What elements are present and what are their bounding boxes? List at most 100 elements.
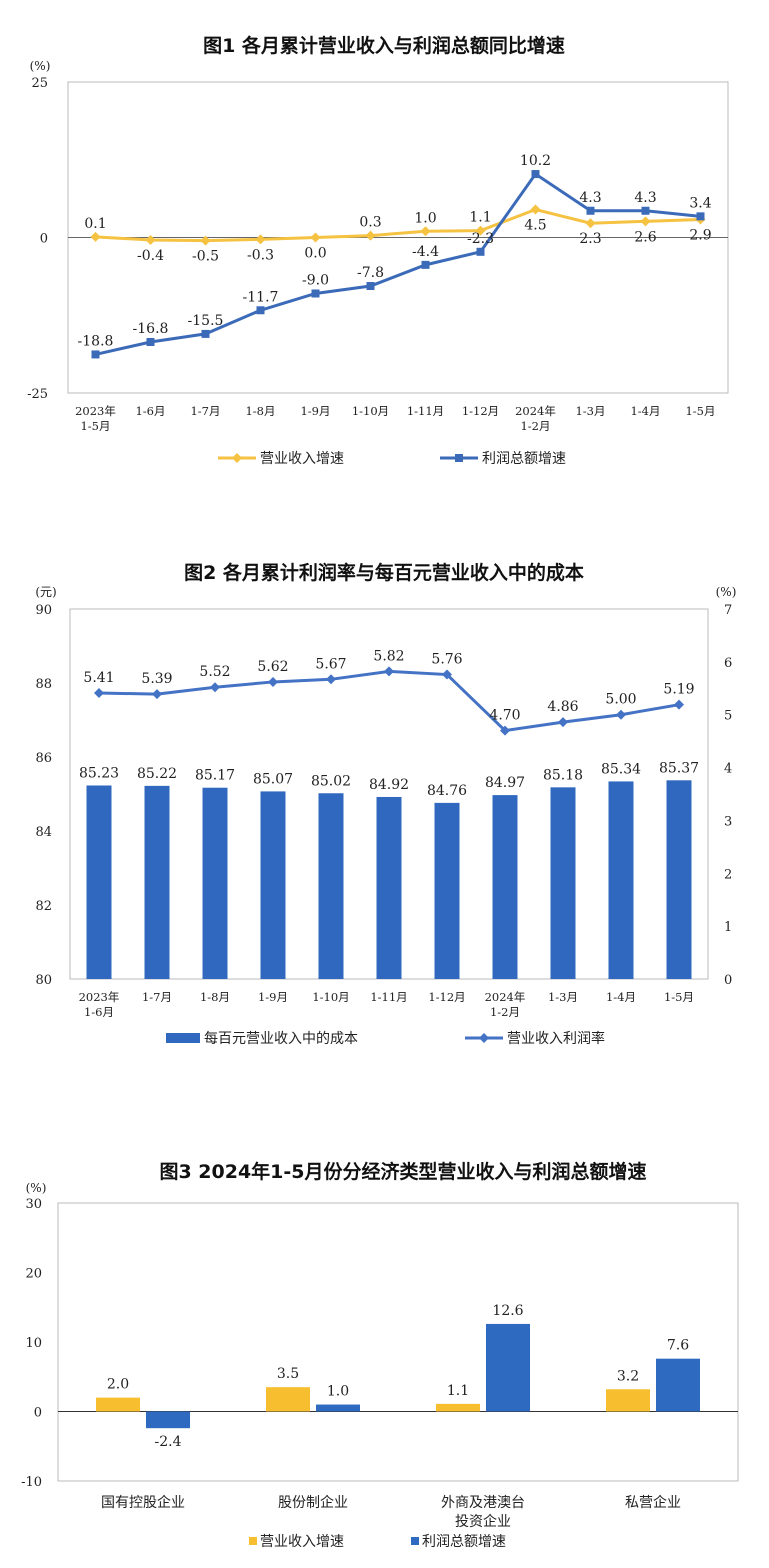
chart2-x-tick: 1-12月: [428, 990, 465, 1004]
chart2-cost-bar: [86, 785, 112, 979]
chart2-title: 图2 各月累计利润率与每百元营业收入中的成本: [184, 561, 584, 584]
chart1-x-tick: 1-11月: [407, 404, 444, 418]
chart3-legend-profit-swatch: [411, 1537, 419, 1545]
chart1-data-label: 1.0: [414, 210, 436, 226]
chart2-cost-label: 84.76: [427, 783, 467, 799]
chart1-revenue-point: [475, 225, 486, 236]
chart2-left-y-tick: 90: [35, 603, 52, 618]
chart3-x-tick: 国有控股企业: [101, 1494, 185, 1511]
chart2-right-y-tick: 0: [724, 973, 732, 988]
chart2-cost-label: 85.17: [195, 768, 235, 784]
chart2-legend: 每百元营业收入中的成本 营业收入利润率: [166, 1030, 605, 1047]
chart1-x-tick: 2023年: [75, 404, 116, 418]
chart3-y-tick: 30: [25, 1197, 42, 1212]
chart2-rate-point: [558, 717, 568, 728]
chart1-data-label: 2.6: [634, 229, 656, 245]
chart1-data-label: -18.8: [78, 333, 114, 349]
chart2-right-y-tick: 6: [724, 656, 732, 671]
chart2-left-y-tick: 84: [35, 825, 52, 840]
chart2-cost-label: 85.37: [659, 760, 699, 776]
chart2-cost-bar: [550, 787, 576, 979]
chart3-data-label: 3.5: [277, 1366, 299, 1382]
chart3-y-tick: 20: [25, 1267, 42, 1282]
chart2-cost-label: 84.92: [369, 777, 409, 793]
chart2-rate-point: [268, 676, 278, 687]
chart3-data-label: 1.0: [327, 1384, 349, 1400]
chart1-legend-profit-marker: [455, 454, 463, 462]
chart2-rate-label: 5.82: [373, 648, 404, 664]
chart1-profit-point: [531, 170, 540, 179]
chart2-cost-bar: [608, 781, 634, 979]
chart1-revenue-point: [530, 204, 541, 215]
chart2-cost-label: 85.02: [311, 773, 351, 789]
chart2-legend-rate-label: 营业收入利润率: [507, 1030, 605, 1047]
chart2-cost-bar: [434, 802, 460, 979]
chart2-x-tick: 1-3月: [548, 990, 578, 1004]
chart1-profit-point: [696, 212, 705, 221]
chart2-cost-bar: [376, 796, 402, 979]
chart2-rate-label: 4.86: [547, 699, 578, 715]
chart3-data-label: -2.4: [155, 1434, 182, 1450]
chart1-profit-point: [476, 247, 485, 256]
chart2-rate-label: 5.19: [663, 682, 694, 698]
chart2-rate-label: 5.62: [257, 659, 288, 675]
chart3-y-tick: 0: [34, 1406, 42, 1421]
chart1-data-label: -4.4: [412, 244, 439, 260]
chart2-rate-point: [210, 682, 220, 693]
chart2-cost-bar: [492, 795, 518, 979]
chart1-x-tick: 1-3月: [575, 404, 605, 418]
chart2-cost-bar: [202, 787, 228, 979]
chart1-y-tick: 0: [40, 232, 48, 247]
chart2-x-tick: 1-9月: [258, 990, 288, 1004]
chart2-rate-label: 5.39: [141, 671, 172, 687]
chart2-rate-label: 5.41: [83, 670, 114, 686]
chart1-data-label: -0.4: [137, 248, 164, 264]
chart2-rate-point: [674, 699, 684, 710]
chart2-rate-point: [384, 666, 394, 677]
chart3-bar-revenue: [436, 1403, 480, 1412]
chart1-series-line-profit: [95, 171, 701, 356]
chart-profit-revenue-growth: 图1 各月累计营业收入与利润总额同比增速 (%) 250-25 2023年1-5…: [27, 34, 729, 467]
chart1-data-label: 3.4: [689, 195, 711, 211]
chart3-bar-profit: [486, 1323, 530, 1412]
chart1-x-tick: 1-12月: [462, 404, 499, 418]
chart1-profit-point: [91, 350, 100, 359]
chart1-data-label: -15.5: [188, 313, 224, 329]
chart3-legend-revenue-label: 营业收入增速: [260, 1534, 344, 1550]
chart1-profit-point: [311, 289, 320, 298]
chart1-data-label: -11.7: [243, 289, 279, 305]
chart2-cost-label: 84.97: [485, 775, 525, 791]
chart1-profit-point: [256, 306, 265, 315]
chart1-revenue-point: [255, 234, 266, 245]
chart2-legend-cost-swatch: [166, 1033, 200, 1043]
chart1-unit-label: (%): [30, 59, 51, 73]
chart1-data-label: 4.3: [634, 190, 656, 206]
chart2-cost-label: 85.18: [543, 767, 583, 783]
chart1-profit-point: [421, 260, 430, 269]
chart2-legend-rate-marker: [479, 1033, 489, 1043]
chart1-x-tick: 1-9月: [300, 404, 330, 418]
chart3-y-tick: -10: [21, 1475, 42, 1490]
chart3-x-tick: 外商及港澳台: [441, 1495, 525, 1511]
chart1-data-label: -2.3: [467, 231, 494, 247]
chart1-legend-revenue-label: 营业收入增速: [260, 451, 344, 467]
chart2-rate-line: [98, 669, 680, 733]
chart2-cost-label: 85.07: [253, 771, 293, 787]
chart1-revenue-point: [310, 232, 321, 243]
chart2-right-y-tick: 4: [724, 762, 732, 777]
chart2-x-tick: 1-6月: [84, 1005, 114, 1019]
chart3-data-label: 1.1: [447, 1383, 469, 1399]
chart2-right-unit-label: (%): [716, 585, 737, 599]
chart3-legend-profit-label: 利润总额增速: [422, 1534, 506, 1550]
chart3-bar-profit: [316, 1404, 360, 1412]
chart3-data-label: 12.6: [492, 1303, 523, 1319]
chart2-rate-point: [616, 709, 626, 720]
chart1-y-tick: -25: [27, 387, 48, 402]
chart2-rate-label: 4.70: [489, 708, 520, 724]
chart2-left-y-tick: 86: [35, 751, 52, 766]
chart2-rate-point: [500, 725, 510, 736]
chart2-cost-label: 85.22: [137, 766, 177, 782]
chart1-x-tick: 1-2月: [520, 419, 550, 433]
chart1-data-label: 0.0: [304, 246, 326, 262]
chart3-x-tick: 投资企业: [455, 1513, 511, 1530]
